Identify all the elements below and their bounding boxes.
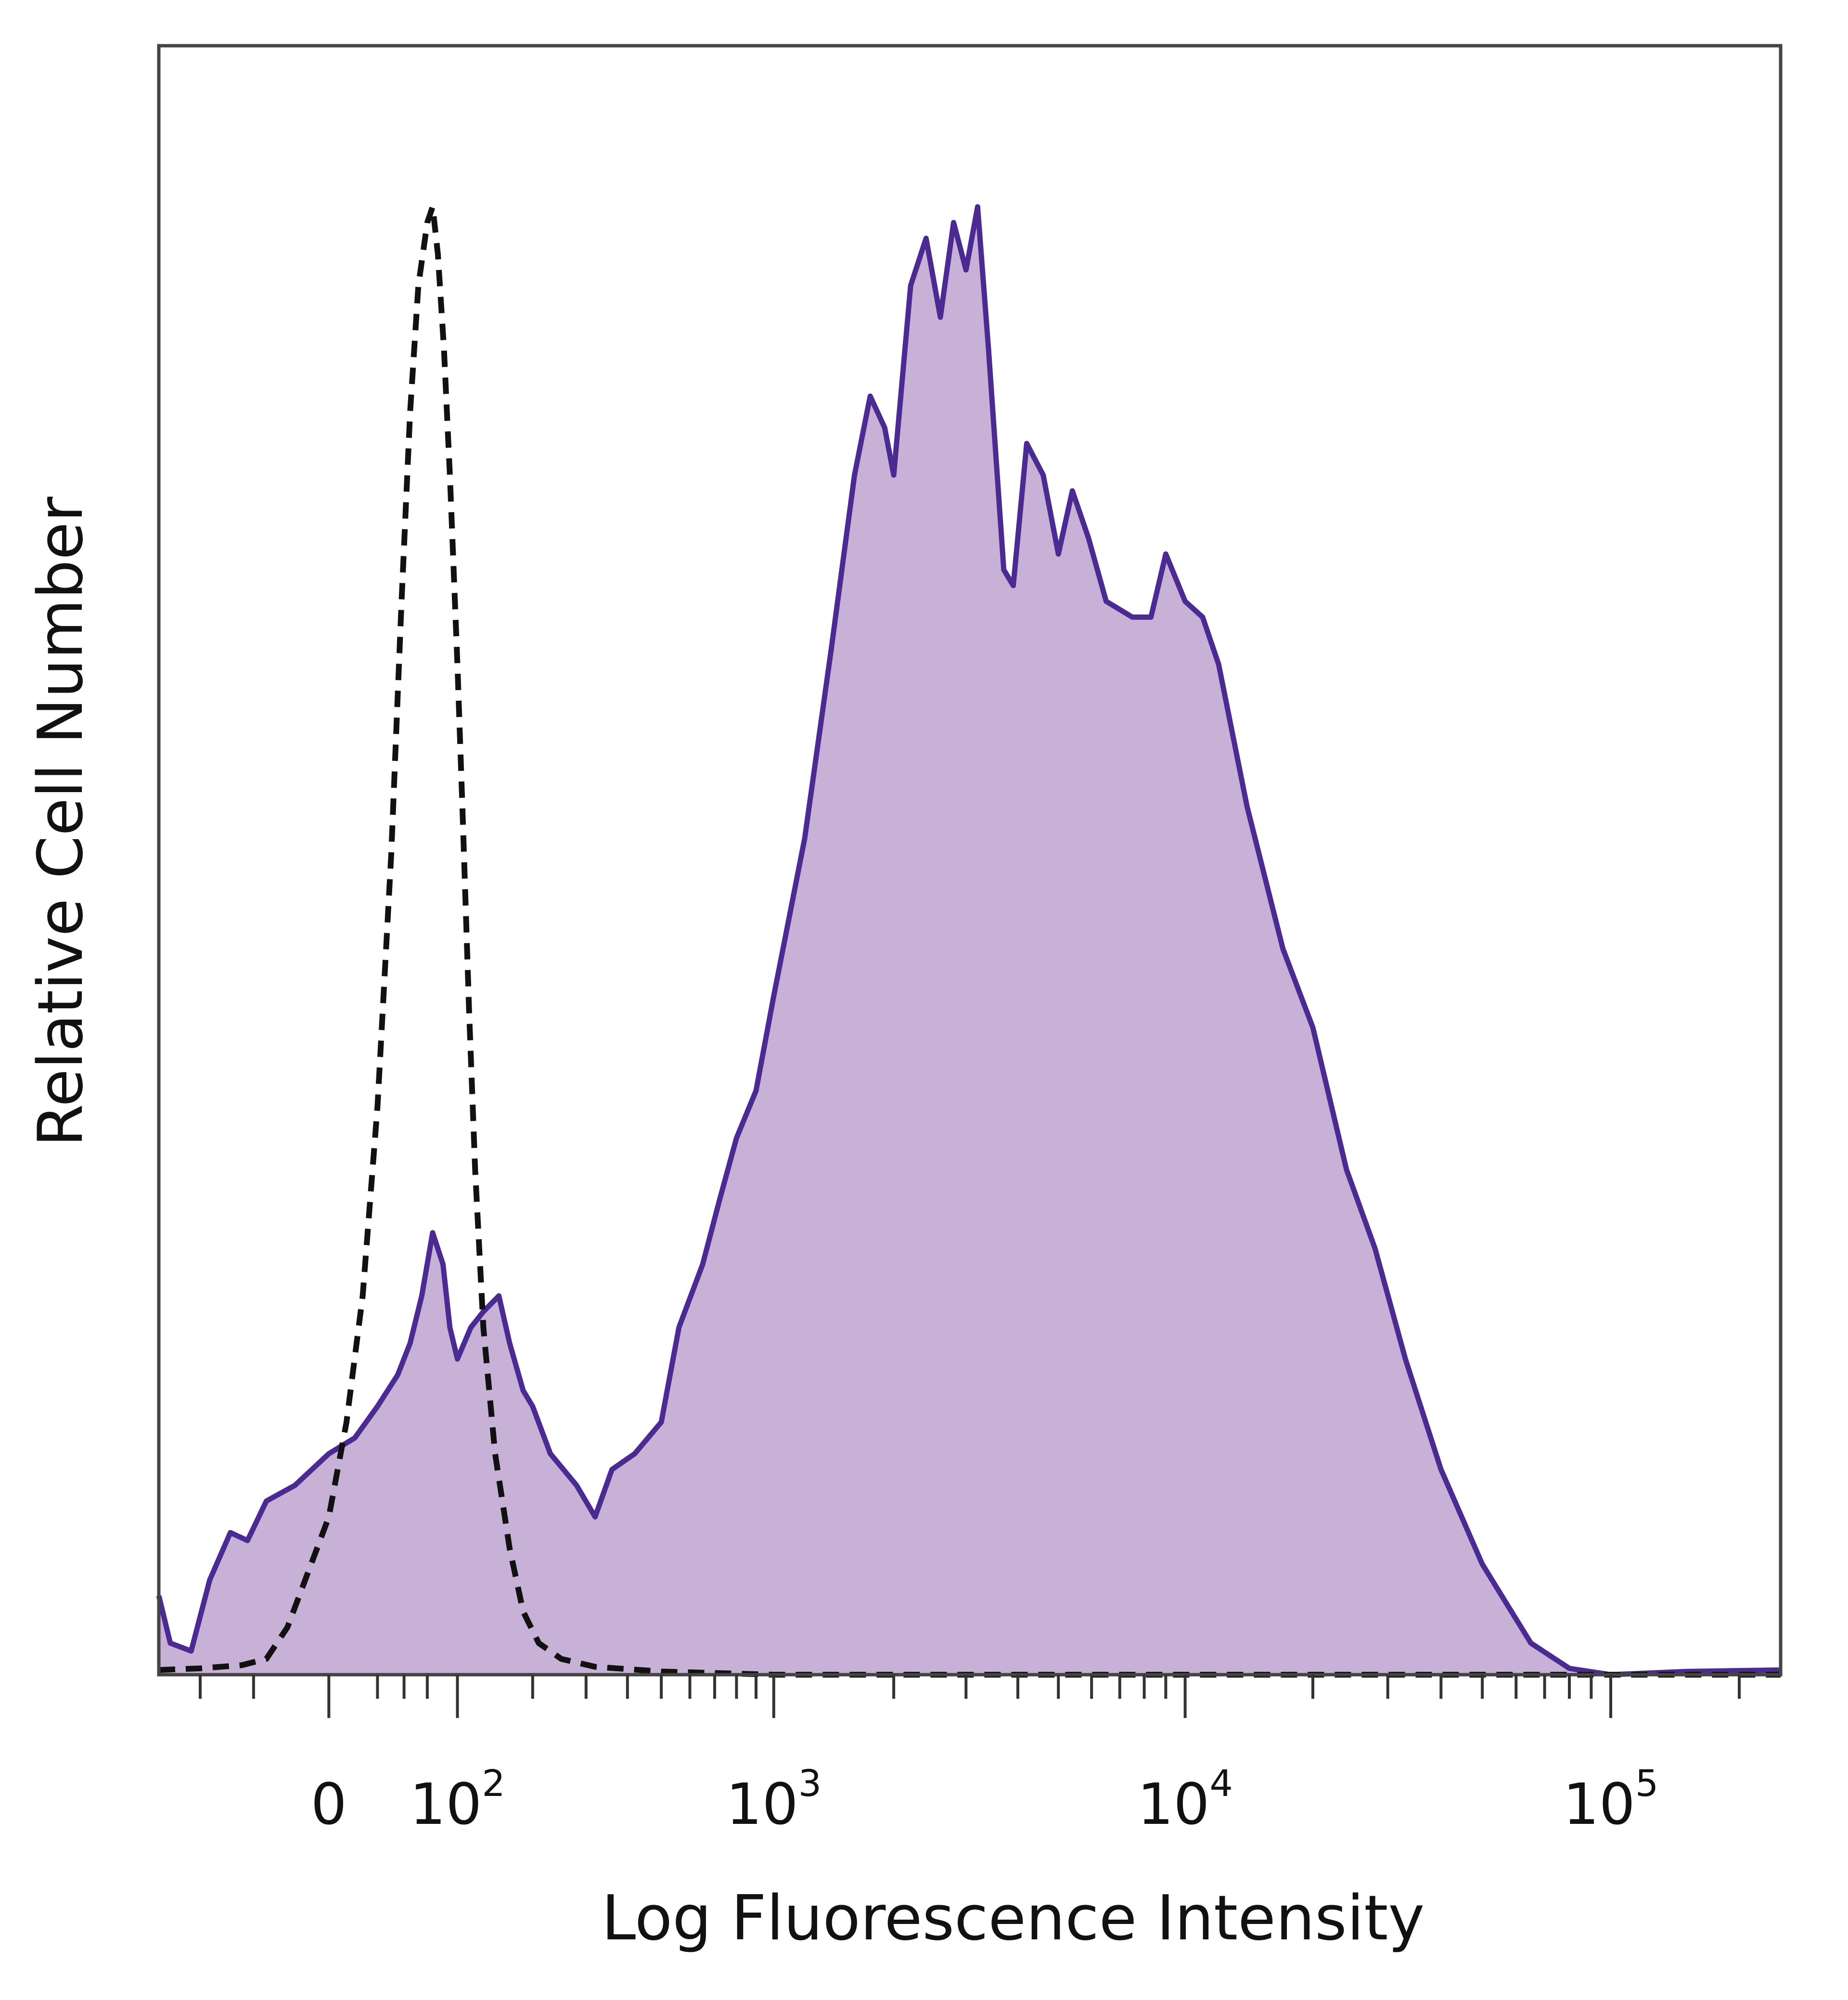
x-axis-title: Log Fluorescence Intensity bbox=[602, 1883, 1424, 1954]
x-tick-label: 102 bbox=[410, 1762, 505, 1837]
control-histogram-dashed-line bbox=[158, 204, 1781, 1678]
x-tick-label: 103 bbox=[726, 1762, 822, 1837]
series-layer bbox=[156, 204, 1781, 1678]
x-tick-label: 105 bbox=[1563, 1762, 1659, 1837]
x-axis-tick-labels: 0 102 103 104 105 bbox=[311, 1762, 1658, 1837]
x-tick-label: 104 bbox=[1137, 1762, 1233, 1837]
plot-frame bbox=[157, 44, 1783, 1677]
stained-histogram-fill bbox=[159, 206, 1781, 1675]
stained-histogram-line bbox=[156, 204, 1781, 1678]
x-axis-ticks bbox=[199, 1675, 1741, 1718]
y-axis-title: Relative Cell Number bbox=[25, 497, 97, 1147]
x-tick-label: 0 bbox=[311, 1771, 347, 1837]
